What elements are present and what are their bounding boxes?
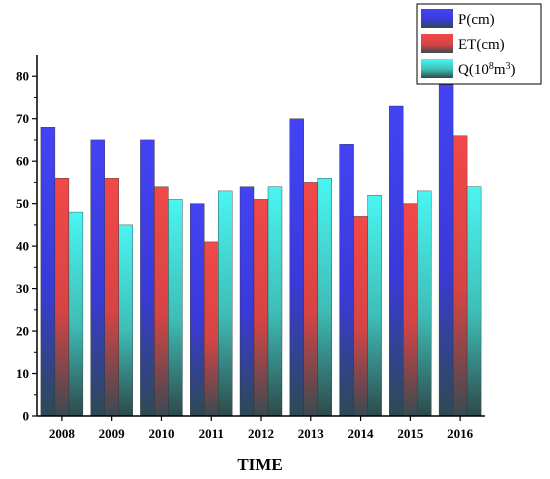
- x-tick-label-2010: 2010: [148, 426, 174, 441]
- bar-q-2009: [118, 224, 133, 417]
- bar-q-2008: [68, 211, 84, 417]
- bar-q-2015: [417, 190, 432, 417]
- axes: 0 10 20 30 40 50 60 70 80 2008 2009 2010 2011 2012 201…: [16, 55, 485, 441]
- x-tick-label-2016: 2016: [447, 426, 474, 441]
- bar-et-2015: [403, 203, 418, 417]
- bar-q-2011: [217, 190, 233, 417]
- y-tick-label-20: 20: [16, 324, 29, 339]
- x-axis-title: TIME: [237, 455, 282, 474]
- bar-q-2012: [267, 186, 283, 417]
- y-tick-label-0: 0: [23, 409, 30, 424]
- bar-q-2014: [367, 194, 382, 417]
- x-tick-label-2014: 2014: [348, 426, 375, 441]
- y-tick-label-50: 50: [16, 196, 29, 211]
- bar-p-2009: [90, 139, 105, 417]
- y-tick-label-70: 70: [16, 111, 29, 126]
- legend-swatch-q: [421, 59, 453, 78]
- bar-et-2014: [353, 216, 368, 417]
- legend: P(cm) ET(cm) Q(108m3): [416, 3, 542, 85]
- y-tick-label-30: 30: [16, 281, 29, 296]
- bars: [40, 84, 482, 417]
- legend-swatch-p: [421, 9, 453, 28]
- bar-et-2011: [203, 241, 219, 417]
- bar-et-2009: [104, 177, 119, 417]
- legend-label-q: Q(108m3): [458, 61, 516, 79]
- bar-p-2015: [389, 105, 404, 417]
- bar-et-2013: [303, 182, 318, 417]
- bar-et-2012: [253, 199, 269, 417]
- bar-et-2008: [54, 177, 70, 417]
- legend-label-p: P(cm): [458, 12, 495, 28]
- x-tick-label-2011: 2011: [199, 426, 224, 441]
- bar-p-2008: [40, 126, 56, 417]
- bar-p-2010: [140, 139, 155, 417]
- x-tick-label-2008: 2008: [49, 426, 76, 441]
- bar-p-2013: [289, 118, 304, 417]
- bar-q-2010: [168, 199, 183, 417]
- y-tick-label-60: 60: [16, 154, 29, 169]
- y-tick-label-80: 80: [16, 69, 29, 84]
- bar-et-2016: [452, 135, 468, 417]
- bar-et-2010: [154, 186, 169, 417]
- bar-p-2012: [239, 186, 255, 417]
- y-tick-label-40: 40: [16, 239, 29, 254]
- bar-p-2014: [339, 143, 354, 417]
- x-tick-label-2015: 2015: [397, 426, 424, 441]
- bar-q-2016: [466, 186, 482, 417]
- bar-p-2016: [438, 84, 454, 417]
- x-tick-label-2012: 2012: [248, 426, 274, 441]
- x-tick-label-2013: 2013: [298, 426, 325, 441]
- x-tick-label-2009: 2009: [99, 426, 126, 441]
- legend-label-et: ET(cm): [458, 37, 505, 53]
- bar-q-2013: [317, 177, 332, 417]
- y-tick-label-10: 10: [16, 366, 29, 381]
- legend-swatch-et: [421, 34, 453, 53]
- bar-p-2011: [189, 203, 205, 417]
